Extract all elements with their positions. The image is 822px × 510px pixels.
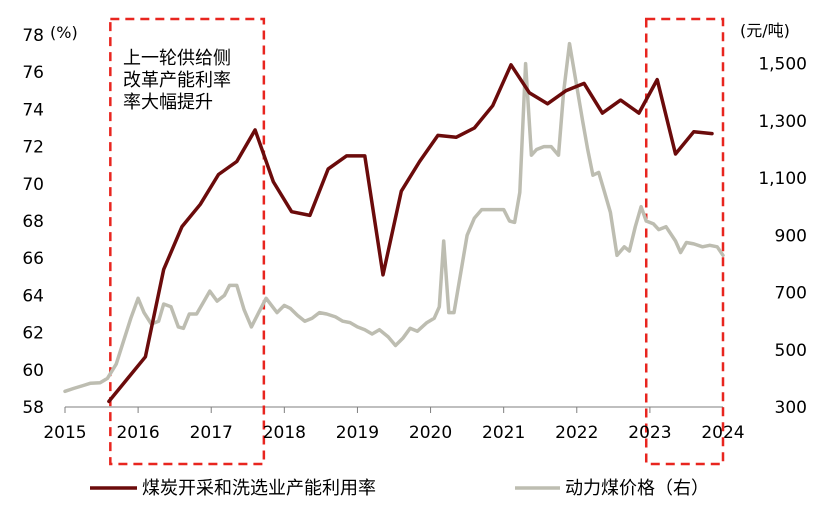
highlight-period-box (109, 17, 266, 466)
right-axis-unit: (元/吨) (740, 21, 790, 40)
annotation-line-2: 改革产能利率 (123, 70, 231, 91)
price-line (63, 41, 725, 394)
y-left-tick-label: 70 (22, 175, 44, 195)
tick-labels: 2015 2016 2017 2018 2019 2020 2021 2022 2023 2024… (22, 26, 807, 443)
y-right-tick-label: 900 (775, 226, 807, 246)
annotation-line-1: 上一轮供给侧 (123, 48, 231, 69)
y-left-tick-label: 66 (22, 249, 44, 269)
y-right-tick-label: 500 (775, 341, 807, 361)
left-axis-unit: (%) (50, 23, 78, 42)
axes-layer (64, 406, 724, 413)
y-left-tick-label: 72 (22, 138, 44, 158)
highlight-boxes (109, 17, 725, 466)
x-tick-label: 2018 (263, 423, 306, 443)
x-tick-label: 2020 (409, 423, 452, 443)
y-left-tick-label: 58 (22, 398, 44, 418)
y-left-tick-label: 74 (22, 100, 44, 120)
y-right-tick-label: 1,500 (758, 55, 807, 75)
x-tick-label: 2024 (701, 423, 744, 443)
y-right-tick-label: 1,100 (758, 169, 807, 189)
legend-label-utilization: 煤炭开采和洗选业产能利用率 (142, 478, 376, 499)
y-left-tick-label: 78 (22, 26, 44, 46)
x-tick-label: 2016 (116, 423, 159, 443)
x-tick-label: 2017 (190, 423, 233, 443)
x-tick-label: 2021 (482, 423, 525, 443)
highlight-period-box (644, 17, 725, 466)
utilization-line (107, 63, 714, 404)
x-tick-label: 2023 (628, 423, 671, 443)
y-right-tick-label: 300 (775, 398, 807, 418)
y-right-tick-label: 1,300 (758, 112, 807, 132)
x-tick-label: 2022 (555, 423, 598, 443)
y-left-tick-label: 68 (22, 212, 44, 232)
y-right-tick-label: 700 (775, 284, 807, 304)
annotation-line-3: 率大幅提升 (123, 92, 213, 113)
y-left-tick-label: 62 (22, 324, 44, 344)
x-tick-label: 2019 (336, 423, 379, 443)
series-lines (63, 41, 725, 404)
legend-label-price: 动力煤价格（右） (565, 478, 709, 499)
y-left-tick-label: 60 (22, 361, 44, 381)
x-tick-label: 2015 (43, 423, 86, 443)
y-left-tick-label: 64 (22, 286, 44, 306)
y-left-tick-label: 76 (22, 63, 44, 83)
